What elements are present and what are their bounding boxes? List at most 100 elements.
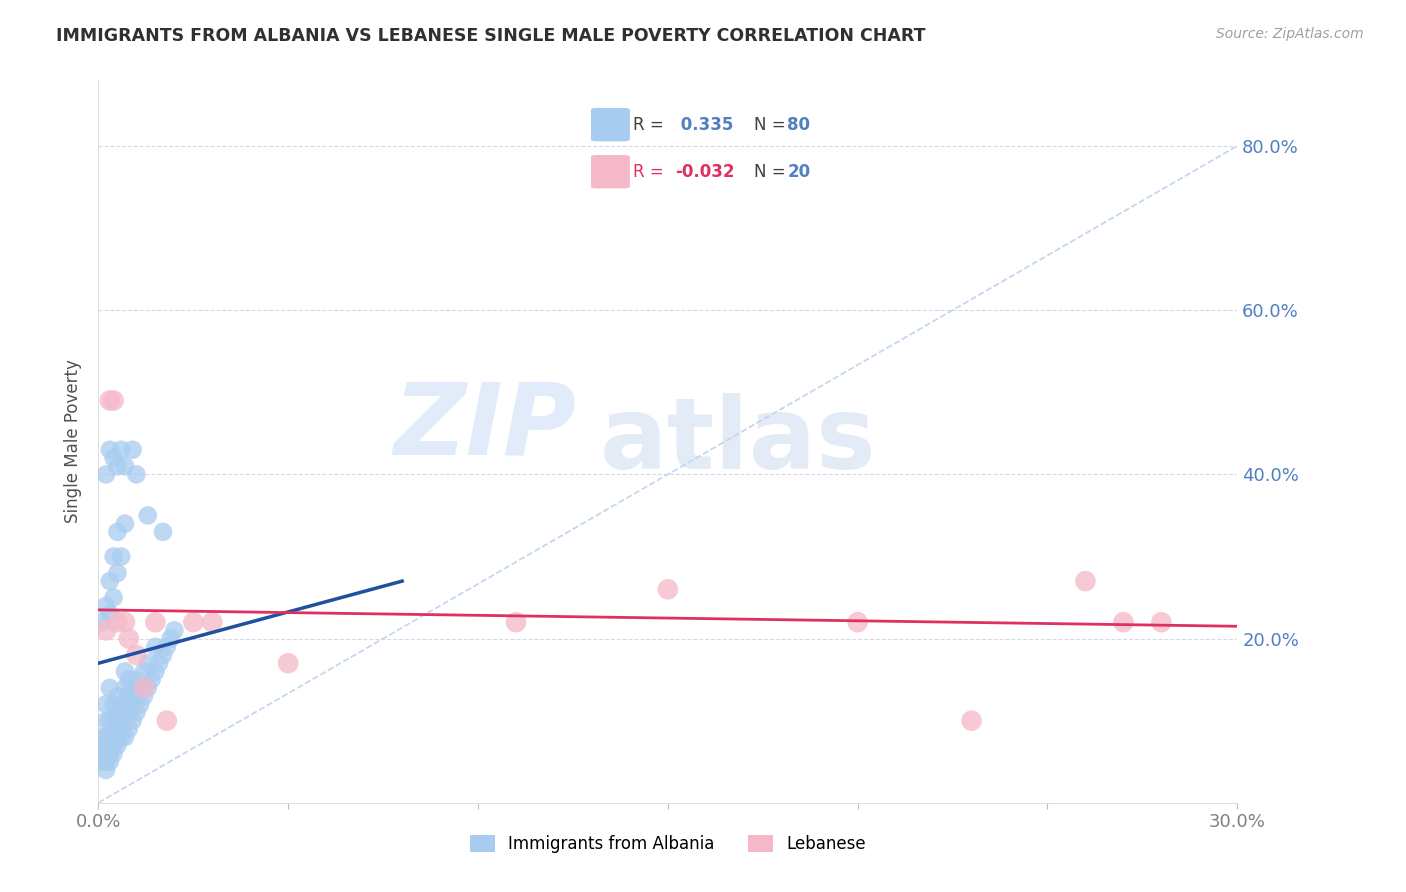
- Point: [98, 574, 121, 588]
- Point: [107, 730, 129, 744]
- Text: 20: 20: [787, 162, 810, 181]
- Text: R =: R =: [633, 162, 669, 181]
- Point: [98, 747, 121, 761]
- Point: [103, 739, 125, 753]
- Point: [114, 665, 136, 679]
- Text: N =: N =: [754, 162, 790, 181]
- Point: [98, 730, 121, 744]
- Point: [125, 689, 148, 703]
- Point: [121, 442, 143, 457]
- Point: [91, 615, 114, 630]
- Point: [98, 607, 121, 621]
- Point: [141, 673, 163, 687]
- Point: [114, 698, 136, 712]
- Point: [152, 524, 174, 539]
- Point: [129, 681, 152, 695]
- Point: [91, 739, 114, 753]
- Point: [94, 763, 117, 777]
- Point: [125, 706, 148, 720]
- Point: [125, 673, 148, 687]
- Point: [125, 467, 148, 482]
- Point: [114, 459, 136, 474]
- Point: [110, 698, 132, 712]
- Point: [121, 714, 143, 728]
- Point: [110, 722, 132, 736]
- Point: [107, 706, 129, 720]
- Point: [91, 730, 114, 744]
- Point: [94, 467, 117, 482]
- Point: [107, 459, 129, 474]
- Point: [277, 657, 299, 671]
- Point: [103, 450, 125, 465]
- Point: [132, 689, 155, 703]
- Point: [657, 582, 679, 597]
- Point: [110, 549, 132, 564]
- Point: [960, 714, 983, 728]
- Point: [107, 739, 129, 753]
- Point: [107, 566, 129, 580]
- Point: [121, 681, 143, 695]
- Point: [103, 549, 125, 564]
- Point: [129, 698, 152, 712]
- Point: [118, 722, 141, 736]
- Point: [145, 615, 167, 630]
- Text: 80: 80: [787, 116, 810, 134]
- Point: [152, 648, 174, 662]
- Point: [110, 714, 132, 728]
- Point: [114, 516, 136, 531]
- Point: [125, 648, 148, 662]
- Point: [145, 640, 167, 654]
- Point: [156, 640, 179, 654]
- Point: [103, 591, 125, 605]
- Point: [183, 615, 205, 630]
- Text: N =: N =: [754, 116, 790, 134]
- Point: [110, 442, 132, 457]
- Point: [114, 681, 136, 695]
- Point: [132, 665, 155, 679]
- Point: [98, 714, 121, 728]
- FancyBboxPatch shape: [591, 155, 630, 188]
- Point: [103, 747, 125, 761]
- Point: [91, 747, 114, 761]
- Point: [107, 524, 129, 539]
- Point: [201, 615, 224, 630]
- Point: [1112, 615, 1135, 630]
- Point: [114, 615, 136, 630]
- Point: [98, 755, 121, 769]
- Text: atlas: atlas: [599, 393, 876, 490]
- Text: ZIP: ZIP: [394, 378, 576, 475]
- Point: [114, 730, 136, 744]
- Point: [145, 665, 167, 679]
- Point: [118, 706, 141, 720]
- Point: [110, 730, 132, 744]
- Y-axis label: Single Male Poverty: Single Male Poverty: [65, 359, 83, 524]
- Text: 0.335: 0.335: [675, 116, 734, 134]
- Point: [159, 632, 181, 646]
- Point: [94, 714, 117, 728]
- Point: [114, 714, 136, 728]
- Point: [118, 689, 141, 703]
- Point: [98, 442, 121, 457]
- Point: [136, 508, 159, 523]
- Text: -0.032: -0.032: [675, 162, 734, 181]
- Point: [136, 681, 159, 695]
- Point: [94, 698, 117, 712]
- Point: [121, 698, 143, 712]
- Point: [118, 673, 141, 687]
- Point: [94, 755, 117, 769]
- Point: [103, 714, 125, 728]
- Point: [1074, 574, 1097, 588]
- Point: [118, 632, 141, 646]
- Point: [98, 681, 121, 695]
- Text: R =: R =: [633, 116, 669, 134]
- Point: [103, 730, 125, 744]
- Point: [136, 657, 159, 671]
- Text: IMMIGRANTS FROM ALBANIA VS LEBANESE SINGLE MALE POVERTY CORRELATION CHART: IMMIGRANTS FROM ALBANIA VS LEBANESE SING…: [56, 27, 925, 45]
- Text: Source: ZipAtlas.com: Source: ZipAtlas.com: [1216, 27, 1364, 41]
- Point: [94, 599, 117, 613]
- Point: [163, 624, 186, 638]
- Point: [94, 624, 117, 638]
- Point: [132, 681, 155, 695]
- Point: [107, 722, 129, 736]
- Point: [148, 657, 170, 671]
